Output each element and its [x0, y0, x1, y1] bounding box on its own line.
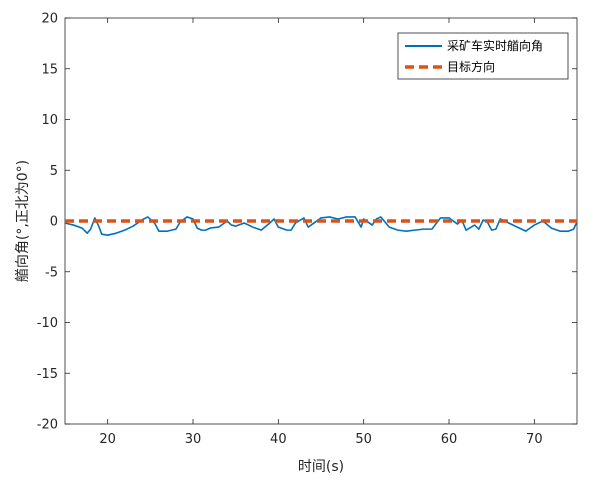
- x-tick-label: 40: [270, 432, 287, 447]
- y-axis-label: 艏向角(°,正北为0°): [15, 160, 31, 282]
- y-tick-label: -5: [45, 265, 58, 280]
- x-tick-label: 60: [441, 432, 458, 447]
- x-tick-label: 70: [526, 432, 543, 447]
- y-tick-label: 0: [50, 215, 58, 230]
- series: [64, 216, 578, 237]
- y-tick-label: 5: [50, 164, 58, 179]
- ticks: 20 30 40 50 60 70 -20 -15 -10 -5 0 5 10 15 20: [37, 12, 577, 447]
- legend-box: [397, 32, 569, 80]
- y-tick-label: 20: [41, 12, 58, 27]
- y-tick-label: -20: [37, 418, 58, 433]
- x-axis-label: 时间(s): [298, 459, 344, 475]
- y-tick-label: -10: [37, 316, 58, 331]
- legend: 采矿车实时艏向角 目标方向: [397, 32, 569, 80]
- x-tick-label: 50: [355, 432, 372, 447]
- y-tick-label: 10: [41, 113, 58, 128]
- y-tick-label: -15: [37, 367, 58, 382]
- legend-label-measured: 采矿车实时艏向角: [447, 38, 543, 53]
- y-tick-label: 15: [41, 62, 58, 77]
- x-tick-label: 20: [99, 432, 116, 447]
- x-tick-label: 30: [185, 432, 202, 447]
- legend-label-target: 目标方向: [447, 59, 495, 74]
